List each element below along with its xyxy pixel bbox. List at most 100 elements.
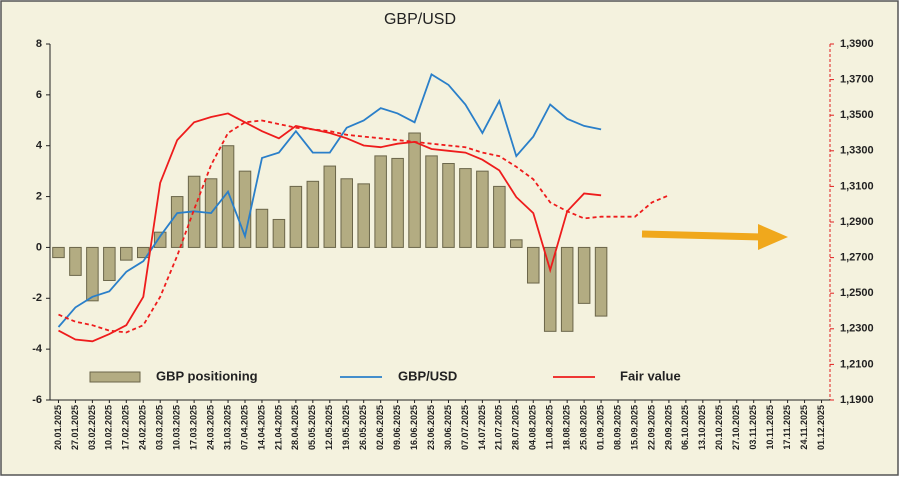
- y2-tick-label: 1,3700: [840, 74, 874, 86]
- x-tick-label: 17.11.2025: [782, 405, 792, 450]
- x-tick-label: 24.11.2025: [799, 405, 809, 450]
- y2-tick-label: 1,3100: [840, 180, 874, 192]
- legend-label: GBP positioning: [156, 368, 258, 383]
- x-tick-label: 06.10.2025: [680, 405, 690, 450]
- x-tick-label: 01.09.2025: [595, 405, 605, 450]
- x-tick-label: 12.05.2025: [324, 405, 334, 450]
- y2-tick-label: 1,2300: [840, 323, 874, 335]
- x-tick-label: 17.03.2025: [189, 405, 199, 450]
- x-tick-label: 02.06.2025: [375, 405, 385, 450]
- y2-tick-label: 1,1900: [840, 394, 874, 406]
- legend-label: Fair value: [620, 368, 681, 383]
- x-tick-label: 21.07.2025: [494, 405, 504, 450]
- x-tick-label: 03.02.2025: [87, 405, 97, 450]
- x-tick-label: 07.07.2025: [460, 405, 470, 450]
- x-tick-label: 03.03.2025: [155, 405, 165, 450]
- bar: [52, 246, 65, 259]
- legend-label: GBP/USD: [398, 368, 457, 383]
- line-series: [58, 119, 670, 334]
- bar: [272, 218, 286, 248]
- y-tick-label: -4: [32, 343, 43, 355]
- bar: [374, 155, 387, 248]
- x-tick-label: 17.02.2025: [121, 405, 131, 450]
- y-tick-label: 0: [36, 241, 42, 253]
- x-tick-label: 15.09.2025: [629, 405, 639, 450]
- y2-tick-label: 1,3300: [840, 145, 874, 157]
- x-tick-label: 09.06.2025: [392, 405, 402, 450]
- x-tick-label: 20.01.2025: [53, 405, 63, 450]
- line-series: [58, 112, 602, 343]
- x-tick-label: 10.02.2025: [104, 405, 114, 450]
- x-tick-label: 23.06.2025: [426, 405, 436, 450]
- bar: [221, 145, 235, 248]
- y-tick-label: -6: [32, 394, 42, 406]
- x-tick-label: 19.05.2025: [341, 405, 351, 450]
- x-tick-label: 26.05.2025: [358, 405, 368, 450]
- bar: [170, 196, 184, 248]
- bar: [425, 155, 438, 248]
- x-tick-label: 04.08.2025: [528, 405, 538, 450]
- y-tick-label: 8: [36, 38, 42, 50]
- bar: [560, 246, 574, 332]
- x-tick-label: 16.06.2025: [409, 405, 419, 450]
- legend-swatch: [89, 371, 141, 383]
- x-tick-label: 25.08.2025: [579, 405, 589, 450]
- x-tick-label: 05.05.2025: [307, 405, 317, 450]
- bar: [103, 246, 116, 281]
- trend-arrow: [641, 224, 788, 250]
- x-tick-label: 18.08.2025: [562, 405, 572, 450]
- x-tick-label: 01.12.2025: [816, 405, 826, 450]
- x-tick-label: 28.04.2025: [290, 405, 300, 450]
- x-tick-label: 28.07.2025: [511, 405, 521, 450]
- y2-tick-label: 1,2500: [840, 287, 874, 299]
- x-tick-label: 29.09.2025: [663, 405, 673, 450]
- y2-tick-label: 1,2900: [840, 216, 874, 228]
- x-tick-label: 10.03.2025: [172, 405, 182, 450]
- x-tick-label: 07.04.2025: [239, 405, 249, 450]
- bar: [391, 157, 404, 248]
- y-tick-label: 2: [36, 190, 42, 202]
- x-tick-label: 10.11.2025: [765, 405, 775, 450]
- x-tick-label: 27.01.2025: [70, 405, 80, 450]
- x-tick-label: 13.10.2025: [697, 405, 707, 450]
- y-tick-label: 6: [36, 89, 42, 101]
- bar: [289, 185, 303, 248]
- bar: [543, 246, 557, 332]
- bar: [120, 246, 133, 261]
- y2-tick-label: 1,2700: [840, 252, 874, 264]
- y2-tick-label: 1,3900: [840, 38, 874, 50]
- x-tick-label: 30.06.2025: [443, 405, 453, 450]
- x-tick-label: 31.03.2025: [222, 405, 232, 450]
- x-tick-label: 24.03.2025: [205, 405, 215, 450]
- bar: [323, 165, 337, 248]
- bar: [306, 180, 320, 248]
- bar: [442, 163, 455, 248]
- bar: [493, 185, 506, 248]
- chart-title: GBP/USD: [384, 11, 456, 28]
- bar: [594, 246, 608, 317]
- x-tick-label: 21.04.2025: [273, 405, 283, 450]
- y2-tick-label: 1,3500: [840, 109, 874, 121]
- x-tick-label: 27.10.2025: [731, 405, 741, 450]
- x-tick-label: 22.09.2025: [646, 405, 656, 450]
- bar: [476, 170, 489, 248]
- bar: [153, 231, 167, 248]
- bar: [577, 246, 591, 304]
- x-tick-label: 14.07.2025: [477, 405, 487, 450]
- x-tick-label: 14.04.2025: [256, 405, 266, 450]
- x-tick-label: 20.10.2025: [714, 405, 724, 450]
- x-tick-label: 24.02.2025: [138, 405, 148, 450]
- bar: [357, 183, 370, 248]
- bar: [459, 168, 472, 248]
- bar: [69, 246, 82, 276]
- y2-tick-label: 1,2100: [840, 358, 874, 370]
- y-tick-label: -2: [32, 292, 42, 304]
- x-tick-label: 11.08.2025: [545, 405, 555, 450]
- x-tick-label: 03.11.2025: [748, 405, 758, 450]
- bar: [340, 178, 354, 248]
- x-tick-label: 08.09.2025: [612, 405, 622, 450]
- y-tick-label: 4: [36, 140, 43, 152]
- bar: [408, 132, 421, 248]
- bar: [526, 246, 540, 284]
